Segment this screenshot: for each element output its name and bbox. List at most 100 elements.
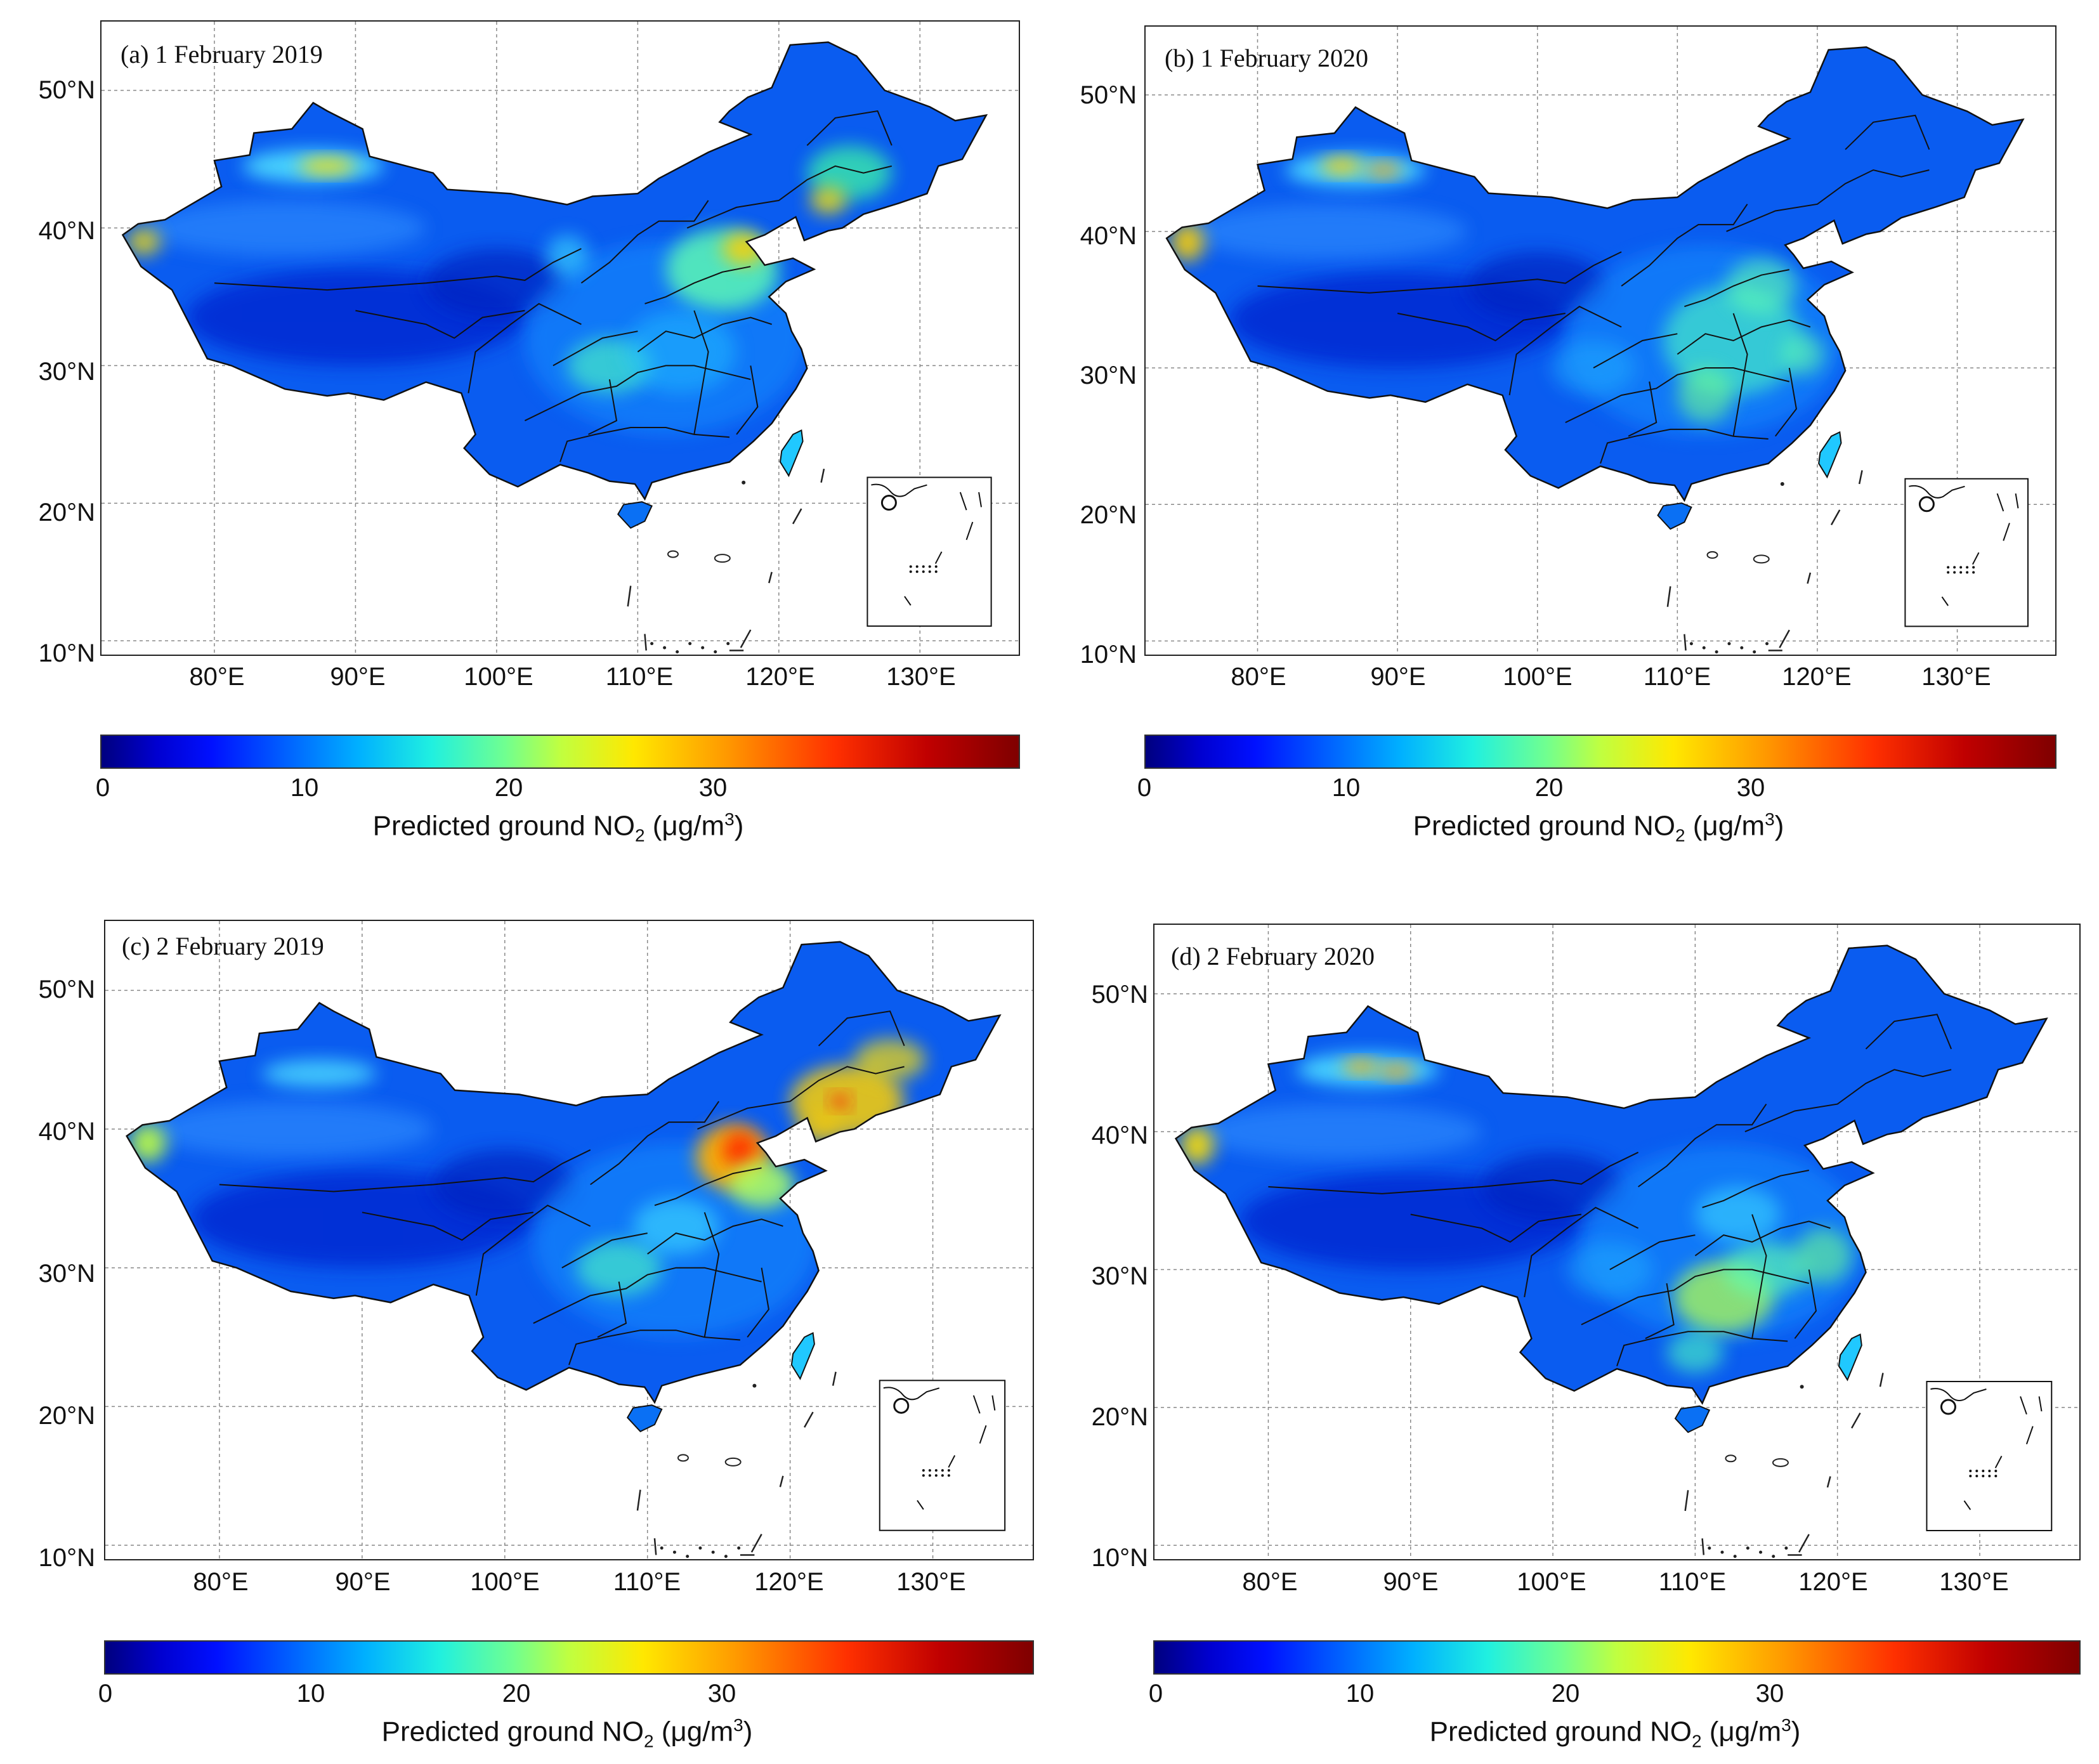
nine-dash-segment-3 xyxy=(1779,629,1790,648)
qaidam-low-area xyxy=(426,248,568,318)
paracel-islands xyxy=(677,1454,689,1462)
inset-island-4 xyxy=(1988,1470,1991,1472)
taiwan-island xyxy=(1819,432,1841,478)
hotspot-7 xyxy=(1677,368,1734,423)
hotspot-9 xyxy=(633,1198,719,1254)
province-border-12 xyxy=(806,110,893,147)
taiwan-border xyxy=(779,429,804,478)
spratly-dot-3 xyxy=(676,650,679,654)
spratly-dot-2 xyxy=(672,1550,676,1554)
lat-tick-d-30: 30°N xyxy=(1091,1262,1148,1290)
inset-dash-5 xyxy=(978,492,982,507)
lat-tick-c-20: 20°N xyxy=(38,1402,95,1430)
inset-island-7 xyxy=(915,570,919,573)
inset-island-9 xyxy=(1966,571,1969,574)
province-border-11 xyxy=(1744,1069,1952,1133)
inset-island-4 xyxy=(941,1469,944,1472)
inset-dash-2 xyxy=(979,1425,987,1444)
inset-hainan xyxy=(1918,496,1935,513)
hainan-border xyxy=(1674,1405,1711,1434)
lat-tick-d-20: 20°N xyxy=(1091,1403,1148,1431)
nine-dash-segment-5 xyxy=(792,508,802,525)
hotspot-9 xyxy=(1695,1187,1781,1242)
inset-island-1 xyxy=(1947,566,1950,569)
hotspot-10 xyxy=(1567,1242,1653,1297)
province-border-11 xyxy=(697,1066,905,1130)
inset-dash-4 xyxy=(904,596,912,606)
province-border-4 xyxy=(1565,367,1790,423)
inset-island-6 xyxy=(922,1474,925,1477)
nine-dash-segment-4 xyxy=(768,572,773,584)
lat-tick-a-20: 20°N xyxy=(38,499,95,526)
province-border-4 xyxy=(533,1267,762,1324)
colorbar-b-tick-10: 10 xyxy=(1331,774,1361,802)
colorbar-c-tick-20: 20 xyxy=(502,1680,531,1708)
inset-island-1 xyxy=(1969,1470,1972,1472)
east-china-area xyxy=(1581,1145,1866,1339)
zhongsha-islands xyxy=(1753,554,1770,564)
inset-island-8 xyxy=(1959,571,1963,574)
spratly-dot-1 xyxy=(650,642,654,646)
tarim-area xyxy=(1197,1104,1482,1160)
colorbar-a-label: Predicted ground NO2 (μg/m3) xyxy=(372,809,744,846)
lon-tick-c-80: 80°E xyxy=(193,1568,249,1596)
south-china-sea-inset xyxy=(866,476,992,627)
province-border-14 xyxy=(1609,1234,1696,1271)
province-border-2 xyxy=(1410,1213,1582,1243)
nine-dash-segment-1 xyxy=(1666,586,1671,607)
lon-tick-d-100: 100°E xyxy=(1517,1568,1586,1596)
spratly-dot-7 xyxy=(1765,642,1769,646)
province-border-11 xyxy=(1726,169,1930,232)
nine-dash-segment-4 xyxy=(1807,572,1812,584)
inset-dash-1 xyxy=(1996,493,2004,512)
lat-tick-b-40: 40°N xyxy=(1080,222,1137,250)
lon-tick-b-130: 130°E xyxy=(1921,663,1991,691)
inset-dash-3 xyxy=(934,551,943,565)
colorbar-a-tick-0: 0 xyxy=(95,774,110,802)
nine-dash-segment-2 xyxy=(644,634,647,651)
inset-island-5 xyxy=(934,565,938,568)
taiwan-border xyxy=(790,1331,815,1380)
colorbar-c-label: Predicted ground NO2 (μg/m3) xyxy=(381,1715,753,1751)
inset-island-8 xyxy=(1982,1475,1985,1477)
spratly-dot-7 xyxy=(1784,1546,1788,1550)
province-border-1 xyxy=(1257,251,1622,294)
inset-island-10 xyxy=(1994,1475,1998,1477)
inset-island-2 xyxy=(1953,566,1956,569)
hotspot-7 xyxy=(129,1123,167,1163)
inset-island-10 xyxy=(1972,571,1975,574)
lat-tick-c-30: 30°N xyxy=(38,1260,95,1288)
nine-dash-segment-6 xyxy=(1879,1373,1884,1387)
spratly-dot-5 xyxy=(1759,1550,1763,1554)
province-border-6 xyxy=(580,200,709,284)
spratly-dot-4 xyxy=(1727,642,1731,646)
taiwan-border xyxy=(1838,1333,1862,1382)
spratly-dot-6 xyxy=(714,650,717,654)
province-border-2 xyxy=(1397,313,1566,342)
inset-island-4 xyxy=(928,565,931,568)
province-border-8 xyxy=(637,317,773,353)
taiwan-island xyxy=(791,1333,814,1379)
spratly-dot-6 xyxy=(724,1555,728,1558)
inset-island-6 xyxy=(909,570,912,573)
spratly-dot-6 xyxy=(1772,1555,1775,1558)
lon-tick-d-110: 110°E xyxy=(1658,1568,1727,1596)
hotspot-9 xyxy=(127,228,161,256)
qaidam-low-area xyxy=(433,1149,577,1220)
hotspot-6 xyxy=(1723,1242,1809,1297)
inset-island-1 xyxy=(909,565,912,568)
province-border-1 xyxy=(214,248,582,291)
inset-dash-1 xyxy=(2020,1396,2027,1415)
province-border-12 xyxy=(1865,1014,1952,1050)
inset-island-3 xyxy=(1959,566,1963,569)
inset-island-6 xyxy=(1969,1475,1972,1477)
hotspot-5 xyxy=(831,1094,849,1109)
inset-island-1 xyxy=(922,1469,925,1472)
lon-tick-b-90: 90°E xyxy=(1370,663,1426,691)
hotspot-7 xyxy=(1795,1228,1852,1284)
hotspot-8 xyxy=(624,310,737,393)
inset-island-2 xyxy=(915,565,919,568)
map-b xyxy=(1146,27,2055,655)
hotspot-8 xyxy=(576,1240,662,1296)
lat-tick-c-50: 50°N xyxy=(38,976,95,1003)
